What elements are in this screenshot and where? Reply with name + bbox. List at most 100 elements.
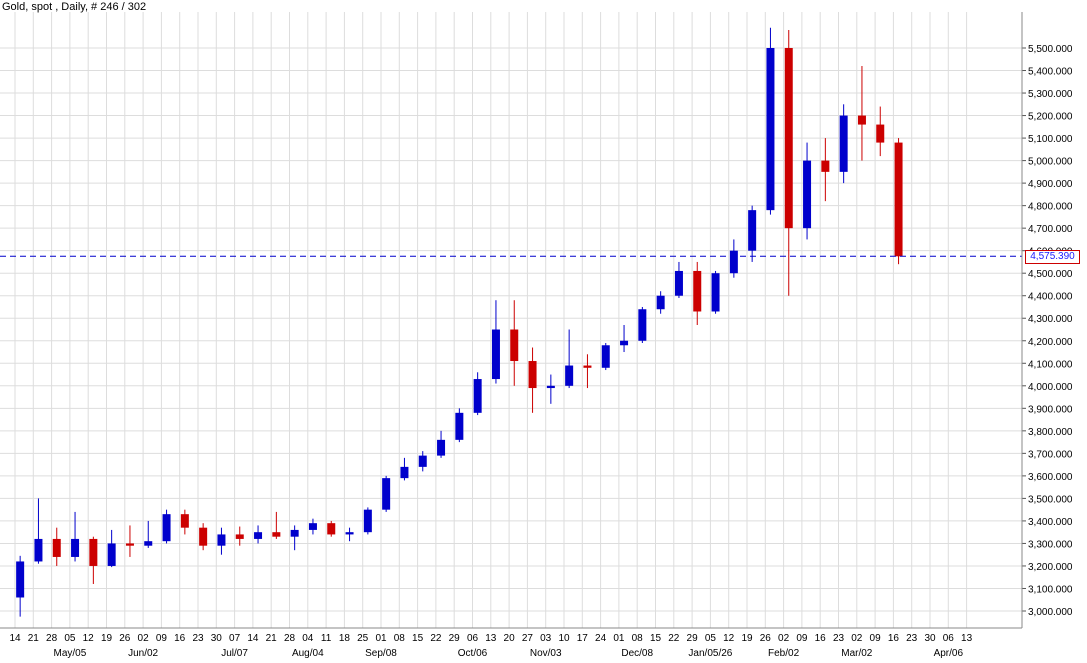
candle-body bbox=[491, 329, 500, 380]
x-month-label: Apr/06 bbox=[934, 648, 964, 659]
x-day-label: 28 bbox=[46, 633, 58, 644]
candle-body bbox=[803, 160, 812, 229]
y-tick-label: 4,900.000 bbox=[1028, 179, 1073, 190]
x-day-label: 23 bbox=[833, 633, 845, 644]
x-axis: 14 21 28 05 12 19 26 02 09 16 23 30 07 14 21 28 04 11 18 25… bbox=[9, 633, 972, 659]
x-day-label: 25 bbox=[357, 633, 369, 644]
candles bbox=[16, 27, 903, 617]
x-month-label: Jun/02 bbox=[128, 648, 158, 659]
candle-body bbox=[125, 543, 134, 546]
x-day-label: 01 bbox=[613, 633, 625, 644]
x-day-label: 09 bbox=[870, 633, 882, 644]
y-tick-label: 3,100.000 bbox=[1028, 584, 1073, 595]
candle-body bbox=[693, 270, 702, 312]
x-day-label: 11 bbox=[321, 633, 332, 644]
x-day-label: 07 bbox=[229, 633, 241, 644]
y-tick-label: 3,800.000 bbox=[1028, 427, 1073, 438]
x-day-label: 26 bbox=[119, 633, 131, 644]
candle-body bbox=[510, 329, 519, 362]
x-day-label: 15 bbox=[650, 633, 662, 644]
candle-body bbox=[418, 455, 427, 467]
x-month-label: Dec/08 bbox=[621, 648, 653, 659]
candle-body bbox=[528, 361, 537, 389]
candle-body bbox=[821, 160, 830, 172]
y-tick-label: 5,000.000 bbox=[1028, 157, 1073, 168]
x-day-label: 27 bbox=[522, 633, 534, 644]
candle-body bbox=[16, 561, 25, 598]
x-day-label: 16 bbox=[174, 633, 186, 644]
y-tick-label: 4,200.000 bbox=[1028, 337, 1073, 348]
x-day-label: 29 bbox=[449, 633, 461, 644]
x-day-label: 22 bbox=[430, 633, 442, 644]
candle-body bbox=[217, 534, 226, 546]
candle-body bbox=[89, 538, 98, 566]
y-tick-label: 4,700.000 bbox=[1028, 224, 1073, 235]
candle-body bbox=[583, 365, 592, 368]
y-tick-label: 4,800.000 bbox=[1028, 202, 1073, 213]
x-day-label: 22 bbox=[668, 633, 680, 644]
x-month-label: Jan/05/26 bbox=[688, 648, 732, 659]
candle-body bbox=[546, 385, 555, 389]
candle-body bbox=[52, 538, 61, 557]
x-day-label: 21 bbox=[28, 633, 40, 644]
x-day-label: 19 bbox=[741, 633, 753, 644]
candle-body bbox=[437, 439, 446, 456]
x-day-label: 14 bbox=[247, 633, 259, 644]
x-day-label: 01 bbox=[375, 633, 387, 644]
x-day-label: 17 bbox=[577, 633, 589, 644]
candle-body bbox=[876, 124, 885, 143]
candle-body bbox=[327, 523, 336, 535]
vertical-gridlines bbox=[14, 12, 968, 628]
x-day-label: 21 bbox=[266, 633, 278, 644]
x-day-label: 30 bbox=[211, 633, 223, 644]
chart-title: Gold, spot , Daily, # 246 / 302 bbox=[2, 1, 147, 13]
y-tick-label: 3,900.000 bbox=[1028, 404, 1073, 415]
x-day-label: 12 bbox=[723, 633, 735, 644]
candle-body bbox=[382, 478, 391, 510]
x-day-label: 14 bbox=[9, 633, 21, 644]
candle-body bbox=[308, 523, 317, 530]
y-tick-label: 3,600.000 bbox=[1028, 472, 1073, 483]
x-month-label: Nov/03 bbox=[530, 648, 562, 659]
x-day-label: 02 bbox=[778, 633, 790, 644]
candle-body bbox=[638, 309, 647, 341]
candle-body bbox=[674, 270, 683, 296]
x-day-label: 28 bbox=[284, 633, 296, 644]
x-month-label: Sep/08 bbox=[365, 648, 397, 659]
x-month-label: Aug/04 bbox=[292, 648, 324, 659]
x-day-label: 05 bbox=[705, 633, 717, 644]
candle-body bbox=[71, 538, 80, 557]
y-tick-label: 3,000.000 bbox=[1028, 607, 1073, 618]
x-day-label: 09 bbox=[796, 633, 808, 644]
candle-body bbox=[363, 509, 372, 533]
x-day-label: 20 bbox=[504, 633, 516, 644]
candle-body bbox=[656, 295, 665, 310]
x-day-label: 06 bbox=[943, 633, 955, 644]
y-tick-label: 4,100.000 bbox=[1028, 359, 1073, 370]
x-day-label: 05 bbox=[64, 633, 76, 644]
x-day-label: 08 bbox=[394, 633, 406, 644]
candle-body bbox=[34, 538, 43, 562]
candle-body bbox=[565, 365, 574, 386]
candle-body bbox=[290, 529, 299, 537]
candle-body bbox=[144, 541, 153, 546]
candle-body bbox=[601, 345, 610, 368]
candle-body bbox=[400, 466, 409, 479]
candle-body bbox=[473, 379, 482, 413]
x-day-label: 12 bbox=[83, 633, 95, 644]
y-tick-label: 5,400.000 bbox=[1028, 67, 1073, 78]
x-month-label: Mar/02 bbox=[841, 648, 873, 659]
x-day-label: 23 bbox=[192, 633, 204, 644]
candle-body bbox=[162, 514, 171, 542]
x-month-label: May/05 bbox=[54, 648, 87, 659]
candle-body bbox=[711, 273, 720, 312]
candle-body bbox=[748, 210, 757, 251]
y-tick-label: 5,300.000 bbox=[1028, 89, 1073, 100]
current-price-label: 4,575.390 bbox=[1025, 250, 1080, 264]
y-tick-label: 4,000.000 bbox=[1028, 382, 1073, 393]
x-day-label: 19 bbox=[101, 633, 113, 644]
x-day-label: 16 bbox=[888, 633, 900, 644]
x-day-label: 13 bbox=[961, 633, 973, 644]
candle-body bbox=[235, 534, 244, 539]
